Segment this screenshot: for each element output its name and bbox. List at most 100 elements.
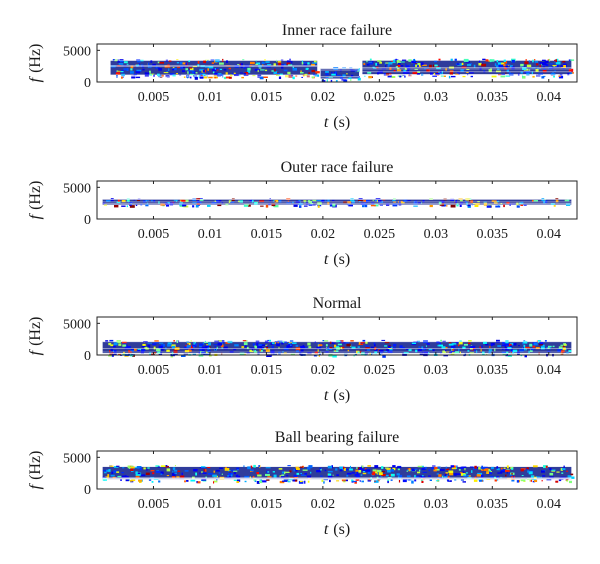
spectrum-cell <box>357 199 363 202</box>
spectrum-cell <box>450 58 453 61</box>
spectrum-cell <box>296 467 300 470</box>
spectrum-cell <box>235 474 238 478</box>
spectrum-cell <box>214 72 219 76</box>
spectrum-cell <box>250 465 253 469</box>
spectrum-cell <box>526 72 530 76</box>
spectrum-cell <box>120 71 124 73</box>
spectrum-cell <box>166 71 168 73</box>
x-tick-label: 0.035 <box>477 90 509 105</box>
spectrum-cell <box>339 466 344 469</box>
x-tick-label: 0.04 <box>537 363 562 378</box>
spectrum-cell <box>411 468 415 472</box>
spectrum-cell <box>189 73 195 76</box>
spectrum-cell <box>204 342 209 343</box>
spectrum-cell <box>259 349 261 352</box>
spectrum-cell <box>348 77 352 79</box>
spectrum-cell <box>122 353 127 356</box>
spectrum-cell <box>299 480 303 483</box>
spectrum-cell <box>509 342 515 346</box>
spectrum-cell <box>201 466 206 468</box>
spectrum-cell <box>442 474 444 476</box>
spectrum-cell <box>463 474 467 476</box>
spectrum-cell <box>208 76 213 79</box>
spectrum-cell <box>113 345 116 348</box>
spectrum-cell <box>554 64 559 68</box>
spectrum-cell <box>365 468 367 470</box>
spectrum-cell <box>494 479 497 482</box>
spectrum-cell <box>511 467 514 470</box>
spectrum-cell <box>187 75 189 79</box>
spectrum-cell <box>467 73 469 76</box>
x-tick-label: 0.015 <box>251 90 283 105</box>
spectrum-cell <box>181 354 186 357</box>
spectrum-cell <box>458 348 460 352</box>
spectrum-cell <box>485 59 489 62</box>
x-tick-label: 0.03 <box>424 90 449 105</box>
spectrum-cell <box>189 76 192 79</box>
spectrum-cell <box>523 204 527 206</box>
spectrum-cell <box>552 72 554 74</box>
spectrum-cell <box>129 202 133 204</box>
spectrum-cell <box>415 476 419 478</box>
spectrum-cell <box>408 59 412 62</box>
spectrum-cell <box>265 473 270 476</box>
spectrum-cell <box>163 202 169 205</box>
spectrum-cell <box>404 75 406 78</box>
spectrum-cell <box>419 352 424 356</box>
spectrum-cell <box>422 63 427 66</box>
spectrum-cell <box>166 76 170 78</box>
spectrum-cell <box>529 480 531 482</box>
spectrum-cell <box>150 60 153 63</box>
spectrum-cell <box>193 469 198 472</box>
spectrum-cell <box>104 471 107 474</box>
spectrum-cell <box>130 468 134 471</box>
spectrum-cell <box>390 478 393 481</box>
spectrum-cell <box>351 200 355 203</box>
spectrum-cell <box>393 347 396 349</box>
spectrum-cell <box>176 73 178 75</box>
spectrum-cell <box>281 63 286 66</box>
spectrum-cell <box>289 341 292 344</box>
spectrum-cell <box>460 466 464 470</box>
spectrum-cell <box>398 480 401 483</box>
spectrum-cell <box>443 354 448 357</box>
spectrum-cell <box>453 465 456 468</box>
spectrum-cell <box>175 200 178 202</box>
spectrum-cell <box>550 73 556 76</box>
spectrum-cell <box>122 341 127 344</box>
spectrum-cell <box>422 471 427 473</box>
axes-frame <box>96 450 578 490</box>
spectrum-cell <box>435 73 440 75</box>
spectrum-cell <box>276 73 280 75</box>
spectrum-cell <box>466 475 471 477</box>
axes-frame <box>96 43 578 83</box>
spectrum-cell <box>457 62 459 65</box>
spectrum-cell <box>130 465 134 467</box>
spectrum-cell <box>459 340 462 342</box>
spectrum-cell <box>547 347 550 349</box>
spectrum-cell <box>325 73 329 76</box>
spectrum-cell <box>366 60 368 63</box>
spectrum-cell <box>509 474 513 476</box>
x-tick-label: 0.02 <box>311 227 336 242</box>
spectrum-cell <box>365 469 371 472</box>
spectrum-cell <box>207 73 210 75</box>
spectrum-cell <box>359 480 361 482</box>
spectrum-cell <box>507 354 512 357</box>
spectrum-cell <box>152 472 155 475</box>
spectrum-cell <box>556 471 560 473</box>
spectrum-cell <box>522 341 524 345</box>
spectrum-cell <box>218 200 222 203</box>
spectrum-cell <box>464 353 467 356</box>
y-axis-unit: (Hz) <box>27 44 44 73</box>
spectrum-cell <box>298 480 304 484</box>
spectrum-cell <box>118 353 121 356</box>
spectrum-cell <box>354 480 357 484</box>
spectrum-cell <box>173 67 177 71</box>
spectrum-cell <box>423 351 429 355</box>
spectrum-cell <box>173 469 178 472</box>
spectrum-cell <box>193 345 195 349</box>
spectrum-cell <box>106 469 109 472</box>
spectrum-cell <box>114 350 117 353</box>
spectrum-cell <box>397 62 401 65</box>
